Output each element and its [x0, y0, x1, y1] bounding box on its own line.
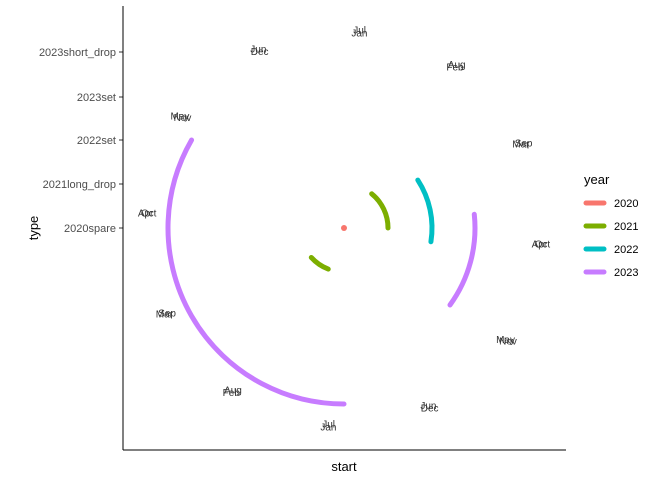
month-label: Oct	[141, 209, 157, 220]
series-arc-2022	[415, 177, 435, 245]
month-label: Nov	[499, 337, 517, 348]
month-label: Jul	[353, 26, 366, 37]
month-label: Feb	[223, 388, 241, 399]
legend: year 2020 2021 2022 2023	[583, 172, 638, 279]
y-tick-label: 2022set	[77, 135, 116, 147]
legend-title: year	[584, 172, 610, 187]
month-label: Dec	[421, 404, 439, 415]
month-label: Dec	[251, 47, 269, 58]
series-point-2020	[341, 225, 347, 231]
series-arc-2023	[165, 137, 347, 407]
month-label: Apr	[138, 208, 154, 219]
series-arc-2023	[447, 211, 478, 308]
month-label: Mar	[512, 140, 530, 151]
month-label: Sep	[158, 308, 176, 319]
legend-label-2023: 2023	[614, 267, 638, 279]
month-label: Aug	[224, 386, 242, 397]
month-label: Jul	[322, 419, 335, 430]
y-axis-title: type	[26, 216, 41, 241]
series-arc-2021	[308, 254, 331, 272]
chart-marks	[165, 137, 478, 407]
month-label: Apr	[532, 239, 548, 250]
y-tick-label: 2021long_drop	[43, 179, 116, 191]
month-label: Feb	[446, 62, 464, 73]
month-label: Mar	[156, 310, 174, 321]
series-arc-2021	[369, 191, 391, 231]
legend-label-2021: 2021	[614, 221, 638, 233]
month-label: Sep	[515, 138, 533, 149]
x-axis-title: start	[331, 459, 357, 474]
month-label: Aug	[448, 60, 466, 71]
month-label: Nov	[174, 113, 192, 124]
month-label: Jun	[250, 44, 266, 55]
y-tick-label: 2020spare	[64, 223, 116, 235]
month-label: Jun	[420, 401, 436, 412]
month-label: Jan	[320, 422, 336, 433]
legend-label-2022: 2022	[614, 244, 638, 256]
y-axis-ticks: 2020spare 2021long_drop 2022set 2023set 2023…	[39, 47, 123, 235]
y-tick-label: 2023set	[77, 92, 116, 104]
month-label: Oct	[535, 240, 551, 251]
month-label: May	[496, 335, 515, 346]
legend-label-2020: 2020	[614, 198, 638, 210]
y-tick-label: 2023short_drop	[39, 47, 116, 59]
month-labels: Jul Aug Sep Oct Nov Dec Jan Feb Mar Apr May Jun Jul A…	[138, 26, 551, 434]
month-label: Jan	[351, 29, 367, 40]
month-label: May	[171, 111, 190, 122]
